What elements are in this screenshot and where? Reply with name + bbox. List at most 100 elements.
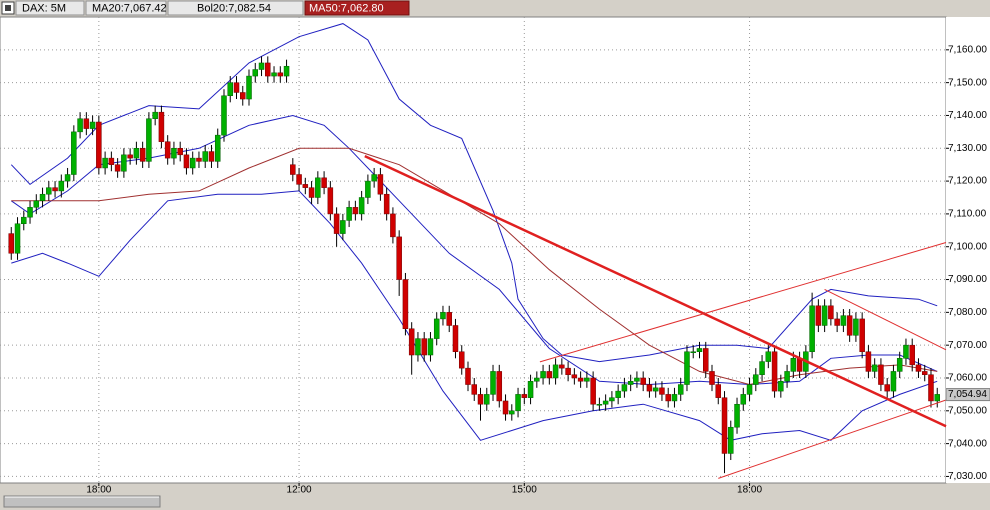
candle-body (590, 377, 596, 405)
candle-body (690, 351, 696, 353)
header-box (304, 0, 410, 16)
y-tick-label: 7,080.00 (948, 307, 987, 318)
candle-body (652, 387, 659, 392)
candle-body (684, 351, 690, 385)
indicator-line (11, 147, 938, 386)
candle-body (540, 371, 546, 379)
candle-body (709, 371, 715, 385)
candle-body (183, 154, 190, 169)
candle-body (859, 318, 865, 352)
candle-body (139, 148, 146, 162)
candle-body (477, 394, 484, 405)
candle-body (571, 374, 578, 379)
y-tick-label: 7,120.00 (948, 176, 987, 187)
candle-body (383, 193, 390, 215)
last-price-tag (945, 388, 990, 402)
scrollbar-thumb[interactable] (3, 495, 161, 508)
x-tick-label: 12:00 (287, 485, 312, 496)
candle-body (452, 325, 459, 352)
candle-body (527, 381, 534, 398)
indicator-line (11, 190, 938, 441)
candle-body (577, 377, 584, 382)
candle-body (64, 174, 71, 182)
candle-body (177, 148, 183, 156)
candle-body (853, 318, 859, 336)
candle-body (277, 72, 284, 77)
candle-body (846, 315, 853, 336)
header-label: Bol20:7,082.54 (197, 2, 271, 14)
candle-body (909, 344, 915, 366)
candle-body (114, 164, 121, 172)
x-tick-label: 15:00 (512, 485, 537, 496)
candle-body (559, 364, 565, 369)
y-tick-label: 7,090.00 (948, 274, 987, 285)
candle-body (515, 394, 521, 412)
candle-body (621, 384, 628, 392)
candle-body (214, 134, 221, 162)
candle-body (358, 197, 365, 215)
plot-area (0, 16, 947, 484)
candle-body (221, 95, 227, 136)
candle-body (765, 351, 772, 362)
candle-body (677, 384, 684, 395)
candle-body (565, 367, 571, 375)
y-tick-label: 7,030.00 (948, 471, 987, 482)
candle-body (728, 426, 734, 454)
candle-body (246, 75, 252, 100)
y-tick-label: 7,050.00 (948, 405, 987, 416)
candle-body (46, 187, 52, 195)
plot-layer: 7,030.00 7,040.00 7,050.00 7,060.00 7,070.00… (0, 17, 990, 496)
candle-body (702, 348, 709, 372)
candle-body (196, 157, 202, 162)
candle-body (164, 141, 171, 159)
candle-body (546, 371, 553, 379)
candle-body (759, 361, 765, 375)
candle-body (903, 344, 909, 359)
candle-body (821, 305, 828, 326)
candle-body (646, 384, 653, 392)
candle-body (390, 213, 396, 238)
candle-body (878, 364, 884, 385)
y-tick-label: 7,110.00 (948, 209, 987, 220)
candle-body (715, 384, 722, 398)
candle-body (71, 131, 77, 175)
candle-body (509, 410, 515, 415)
candle-body (471, 384, 478, 395)
candle-body (133, 148, 140, 159)
candle-body (127, 154, 133, 159)
candle-body (890, 371, 897, 392)
candle-body (371, 174, 377, 182)
candle-body (39, 193, 46, 202)
candle-body (302, 184, 309, 188)
candle-body (627, 381, 634, 385)
candle-body (934, 394, 940, 402)
candle-body (108, 157, 115, 165)
candle-body (352, 207, 359, 215)
candle-body (58, 180, 65, 192)
candle-body (484, 394, 490, 405)
candle-body (346, 207, 352, 221)
candle-body (640, 377, 646, 385)
price-axis (946, 17, 990, 483)
candle-body (21, 216, 27, 224)
candle-body (415, 338, 421, 356)
candle-body (321, 177, 327, 188)
candle-body (290, 164, 296, 175)
candle-body (315, 177, 321, 198)
y-tick-label: 7,130.00 (948, 143, 987, 154)
candle-body (790, 358, 797, 372)
candle-body (659, 387, 665, 395)
candle-body (377, 174, 384, 195)
candle-body (333, 213, 340, 234)
candle-body (490, 371, 496, 395)
candle-body (189, 157, 196, 169)
candle-body (14, 223, 21, 254)
candle-body (584, 377, 590, 382)
candle-body (502, 400, 509, 415)
trend-line (718, 399, 947, 479)
indicator-line (10, 23, 938, 363)
candle-body (121, 154, 127, 172)
header-label: DAX: 5M (22, 2, 66, 14)
header-label: MA50:7,062.80 (309, 2, 384, 14)
